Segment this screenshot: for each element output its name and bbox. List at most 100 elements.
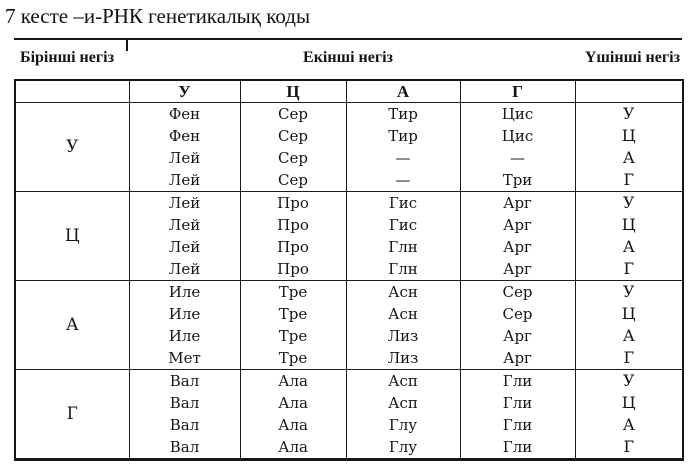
amino-acid-column-cell: Сер Сер Арг Арг [459, 280, 576, 370]
amino-acid-column-cell: Про Про Про Про [239, 191, 347, 281]
third-base-letter: А [622, 237, 635, 256]
amino-acid-value: Иле [168, 305, 201, 323]
group-row: Г Вал Вал Вал Вал Ала Ала Ала Ала Асп Асп Глу Глу Гли… [14, 369, 684, 460]
second-base-letter-row: У Ц А Г [14, 79, 684, 103]
amino-acid-value: Арг [503, 194, 532, 212]
amino-acid-value: Сер [502, 283, 533, 301]
amino-acid-value: Лей [168, 149, 201, 167]
group-row: У Фен Фен Лей Лей Сер Сер Сер Сер Тир Тир — — Цис Цис —… [14, 102, 684, 192]
amino-acid-value: Тре [278, 283, 308, 301]
amino-acid-value: Вал [169, 394, 200, 412]
third-base-letter: Ц [621, 126, 636, 145]
amino-acid-value: Иле [168, 283, 201, 301]
second-base-letter-a: А [345, 79, 461, 103]
group-row: Ц Лей Лей Лей Лей Про Про Про Про Гис Гис Глн Глн Арг… [14, 191, 684, 281]
amino-acid-value: Ала [278, 372, 308, 390]
amino-acid-value: Три [502, 171, 533, 189]
amino-acid-value: — [510, 149, 525, 167]
amino-acid-value: Лиз [387, 327, 419, 345]
amino-acid-value: Лей [168, 194, 201, 212]
amino-acid-value: Сер [278, 105, 308, 123]
amino-acid-value: Сер [278, 127, 308, 145]
amino-acid-value: Асп [388, 372, 418, 390]
amino-acid-column-cell: Тре Тре Тре Тре [239, 280, 347, 370]
third-base-letter: У [622, 371, 635, 390]
amino-acid-value: Ала [278, 438, 308, 456]
third-base-letter: Г [623, 170, 635, 189]
amino-acid-value: Тир [388, 105, 418, 123]
amino-acid-value: Вал [169, 416, 200, 434]
amino-acid-value: Гли [502, 438, 533, 456]
amino-acid-column-cell: Сер Сер Сер Сер [239, 102, 347, 192]
group-row: А Иле Иле Иле Мет Тре Тре Тре Тре Асн Асн Лиз Лиз Сер… [14, 280, 684, 370]
genetic-code-table-body: У Фен Фен Лей Лей Сер Сер Сер Сер Тир Тир — — Цис Цис —… [14, 102, 684, 460]
second-base-header: Екінші негіз [303, 49, 393, 66]
amino-acid-value: Тре [278, 327, 308, 345]
second-base-letter-u: У [128, 79, 241, 103]
third-base-letter: А [622, 148, 635, 167]
amino-acid-value: — [395, 171, 411, 189]
amino-acid-value: Арг [503, 327, 532, 345]
amino-acid-value: Арг [503, 238, 532, 256]
amino-acid-column-cell: Арг Арг Арг Арг [459, 191, 576, 281]
third-base-letter: У [622, 282, 635, 301]
amino-acid-value: Асн [388, 305, 418, 323]
amino-acid-column-cell: Лей Лей Лей Лей [128, 191, 241, 281]
page-title: 7 кесте –и-РНК генетикалық коды [5, 4, 311, 28]
first-base-letter: У [14, 102, 130, 192]
amino-acid-column-cell: Фен Фен Лей Лей [128, 102, 241, 192]
first-base-header: Бірінші негіз [20, 49, 114, 66]
amino-acid-value: Лей [168, 216, 201, 234]
amino-acid-value: Лей [168, 171, 201, 189]
third-base-letter: Ц [621, 215, 636, 234]
amino-acid-column-cell: Гис Гис Глн Глн [345, 191, 461, 281]
amino-acid-column-cell: Ала Ала Ала Ала [239, 369, 347, 460]
amino-acid-value: Арг [503, 260, 532, 278]
amino-acid-value: Асн [388, 283, 418, 301]
amino-acid-value: Лей [168, 238, 201, 256]
amino-acid-value: Ала [278, 394, 308, 412]
amino-acid-value: Ала [278, 416, 308, 434]
second-base-letter-g: Г [459, 79, 576, 103]
amino-acid-value: Арг [503, 216, 532, 234]
amino-acid-value: Мет [168, 349, 201, 367]
third-base-empty-cell [574, 79, 684, 103]
second-base-letter-c: Ц [239, 79, 347, 103]
amino-acid-value: Глн [388, 260, 418, 278]
amino-acid-value: Глу [388, 416, 418, 434]
amino-acid-value: Арг [503, 349, 532, 367]
amino-acid-value: Тре [278, 349, 308, 367]
amino-acid-value: Фен [168, 105, 201, 123]
amino-acid-value: Иле [168, 327, 201, 345]
first-base-letter: Г [14, 369, 130, 460]
amino-acid-value: Про [277, 260, 309, 278]
header-column-divider [126, 40, 128, 51]
third-base-letter: Ц [621, 393, 636, 412]
third-base-letter: А [622, 415, 635, 434]
amino-acid-value: Вал [169, 438, 200, 456]
amino-acid-value: Гли [502, 372, 533, 390]
third-base-header: Үшінші негіз [584, 49, 680, 66]
genetic-code-table: У Ц А Г У Фен Фен Лей Лей Сер Сер Сер Сер Тир Тир —… [14, 79, 684, 461]
amino-acid-value: Тир [388, 127, 418, 145]
corner-empty-cell [14, 79, 130, 103]
amino-acid-value: Про [277, 238, 309, 256]
amino-acid-column-cell: Тир Тир — — [345, 102, 461, 192]
amino-acid-value: Глу [388, 438, 418, 456]
amino-acid-column-cell: Цис Цис — Три [459, 102, 576, 192]
amino-acid-value: — [395, 149, 411, 167]
first-base-letter: А [14, 280, 130, 370]
amino-acid-column-cell: Асп Асп Глу Глу [345, 369, 461, 460]
third-base-letter: Г [623, 348, 635, 367]
amino-acid-value: Сер [502, 305, 533, 323]
amino-acid-value: Фен [168, 127, 201, 145]
first-base-letter: Ц [14, 191, 130, 281]
amino-acid-value: Гис [388, 216, 418, 234]
third-base-letter: А [622, 326, 635, 345]
third-base-letter: У [622, 104, 635, 123]
amino-acid-value: Вал [169, 372, 200, 390]
